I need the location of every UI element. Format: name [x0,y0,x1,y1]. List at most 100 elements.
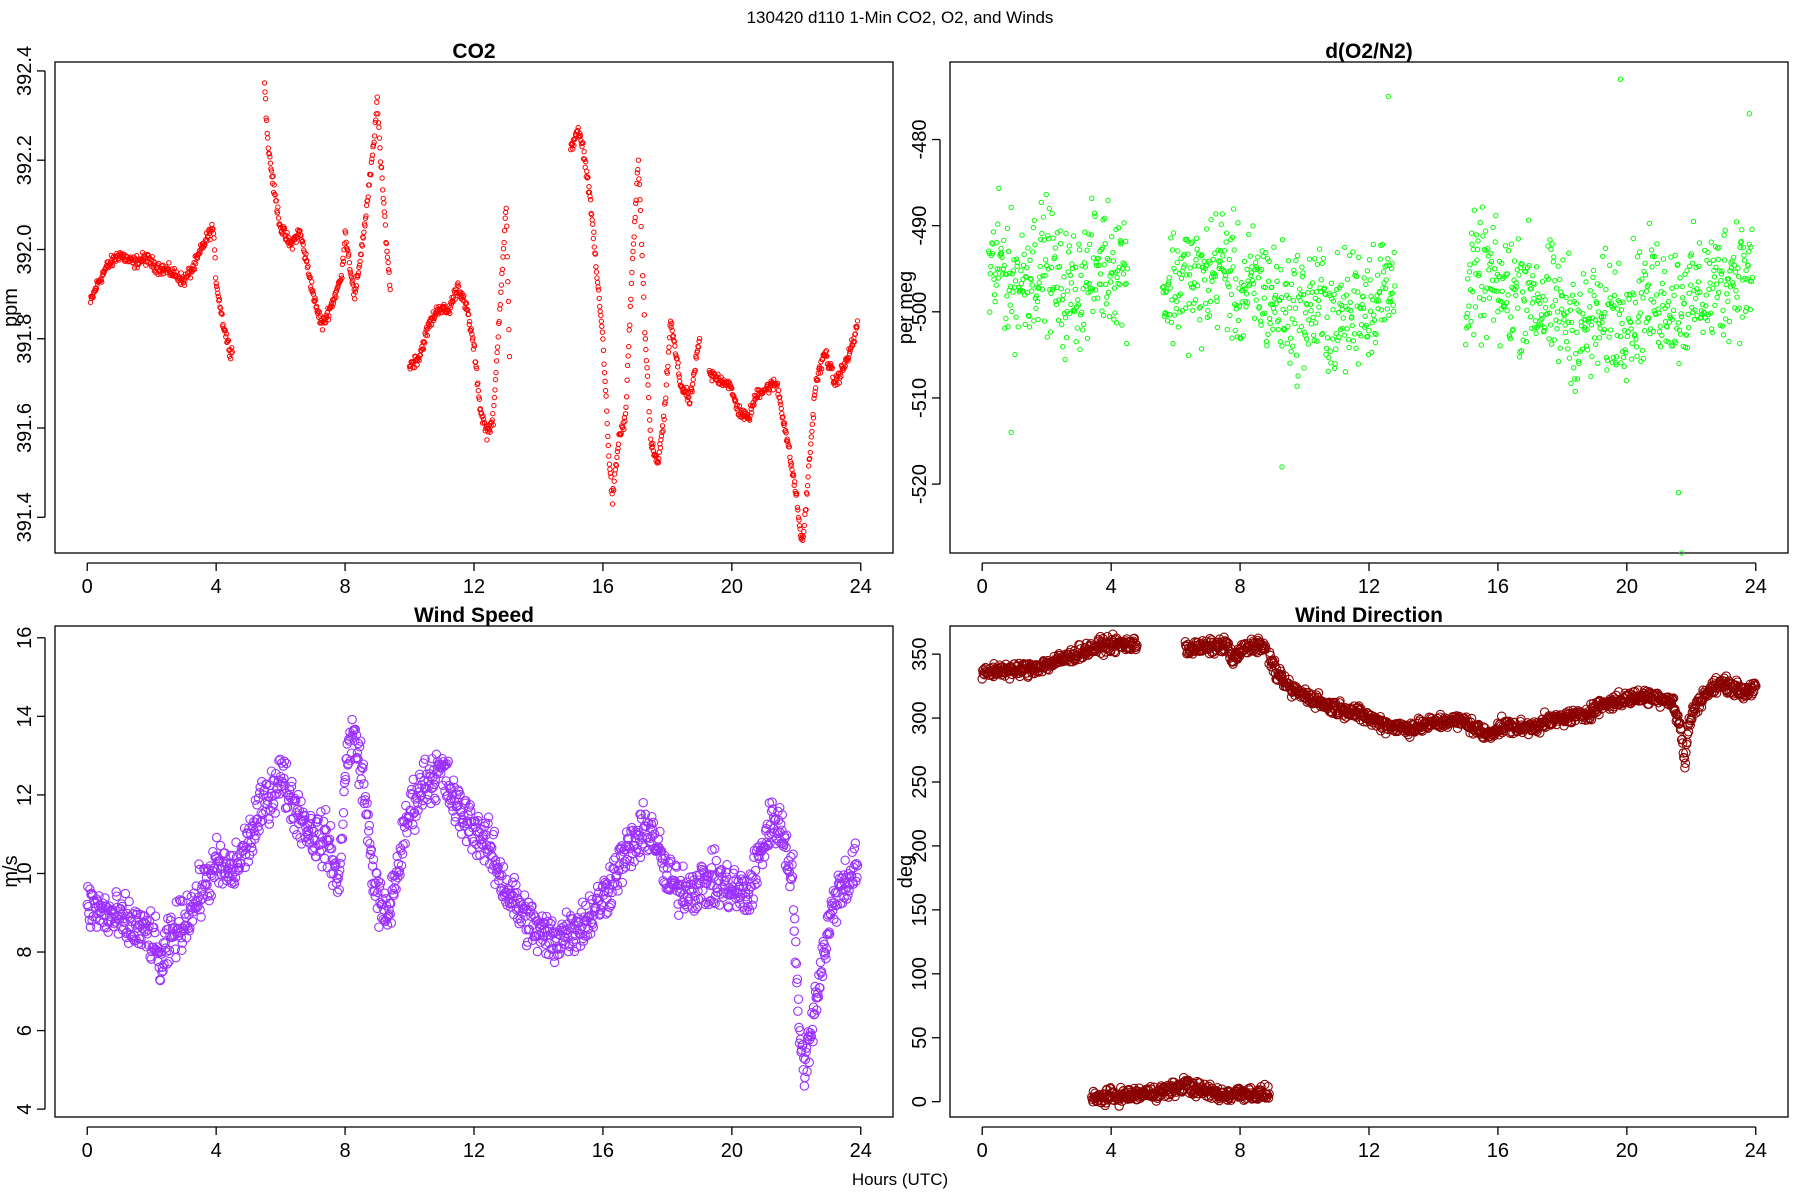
o2-point [1312,256,1318,262]
o2-point [1120,271,1127,277]
wind-speed-title: Wind Speed [414,604,534,627]
co2-point [273,198,279,204]
wind-speed-point [264,819,275,829]
o2-point [1634,254,1641,260]
o2-point [1285,323,1291,330]
o2-point [1086,280,1092,287]
co2-point [810,415,817,421]
o2-point [1525,217,1532,223]
co2-point [375,111,381,117]
wind-speed-point [410,825,420,835]
co2-point [591,229,597,235]
co2-point [377,145,383,151]
wind-speed-point [635,852,646,863]
wind-speed-point [124,896,134,907]
co2-point [644,373,651,379]
o2-point [1313,289,1320,295]
co2-point [621,426,627,432]
o2-point [1279,464,1285,470]
o2-point [1385,93,1392,100]
co2-point [325,317,332,323]
co2-point [505,279,511,285]
co2-point [455,280,461,286]
o2-point [1313,320,1319,326]
co2-point [581,149,587,155]
co2-point [380,187,386,193]
wind-speed-y-tick-label: 12 [14,784,36,806]
co2-point [499,266,506,273]
o2-point [1531,295,1537,302]
wind-speed-x-tick-label: 0 [82,1140,93,1162]
o2-point [1081,321,1087,328]
co2-point [588,211,595,218]
o2-point [1092,213,1098,220]
o2-point [1178,275,1185,281]
co2-point [99,279,105,285]
o2-point [1644,288,1650,294]
co2-point [797,526,803,532]
o2-point [1197,304,1204,310]
o2-point [1660,256,1667,262]
co2-point [628,296,634,302]
co2-point [384,248,390,255]
co2-point [633,200,639,207]
o2-point [1263,338,1270,345]
co2-point [358,251,364,258]
co2-point [379,175,385,181]
co2-point [315,308,321,314]
co2-point [749,409,755,416]
co2-point [736,403,743,409]
o2-point [1603,286,1609,293]
co2-point [384,254,391,260]
co2-point [417,352,423,358]
o2-point [1567,299,1573,305]
co2-point [624,362,631,369]
o2-point [1255,254,1261,260]
co2-title: CO2 [452,40,495,63]
o2-point [1204,226,1210,232]
wind-direction-y-tick-label: 200 [909,829,931,862]
o2-point [1648,247,1655,253]
o2-point [1183,305,1189,311]
co2-point [319,320,325,326]
o2-point [1099,308,1105,314]
wind-speed-point [356,774,366,784]
o2-point [1539,279,1546,285]
co2-point [640,280,646,287]
o2-point [1043,191,1049,198]
page-title: 130420 d110 1-Min CO2, O2, and Winds [747,8,1054,27]
co2-point [641,312,647,318]
o2-point [1090,308,1096,315]
wind-speed-point [799,1081,810,1091]
co2-point [303,251,309,257]
co2-point [357,258,363,265]
co2-point [504,223,510,229]
co2-point [796,523,803,529]
co2-point [589,217,595,223]
co2-point [378,164,385,171]
o2-point [1711,274,1718,280]
o2-point [1046,205,1053,212]
wind-speed-point [397,849,408,859]
o2-point [1072,286,1078,293]
o2-point [1606,334,1612,340]
o2-point [1557,276,1563,283]
co2-point [493,369,499,376]
o2-point [1533,264,1540,270]
co2-point [601,370,608,376]
o2-point [1632,299,1639,306]
o2-point [1029,288,1035,294]
wind-speed-point [402,828,412,838]
co2-point [209,221,215,228]
co2-point [587,193,593,200]
o2-point [1214,324,1221,331]
o2-point [1604,357,1611,364]
o2-point [1329,336,1336,342]
co2-point [687,400,693,406]
co2-point [627,303,633,309]
o2-point [1080,327,1086,333]
co2-x-tick-label: 0 [82,576,93,598]
co2-point [192,266,198,272]
o2-point [1278,267,1284,273]
